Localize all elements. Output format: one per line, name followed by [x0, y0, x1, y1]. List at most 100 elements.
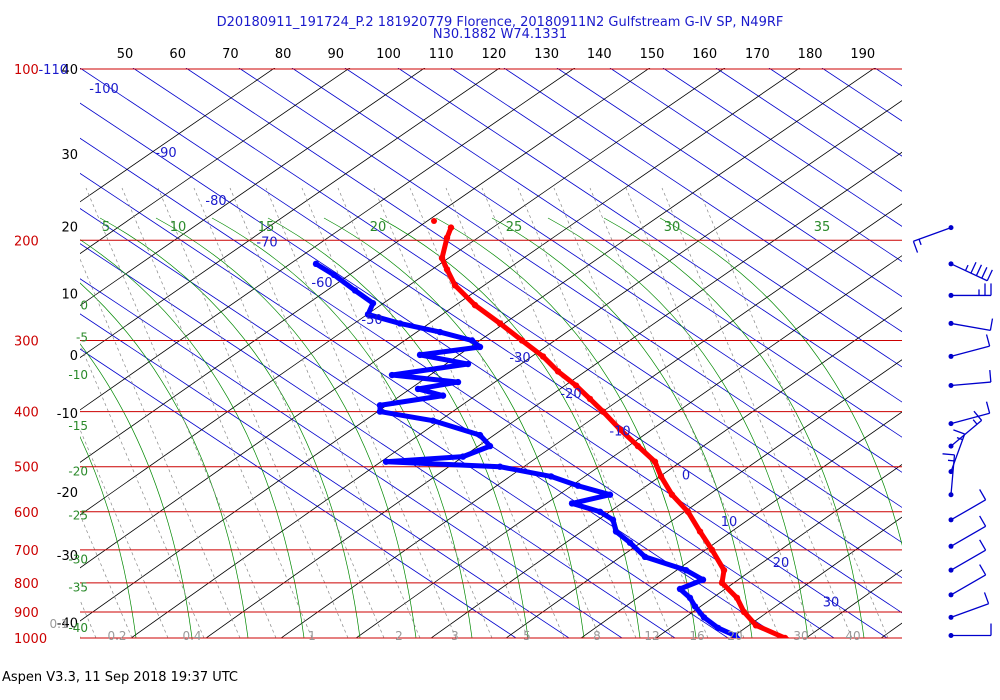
dewpoint-profile-point [626, 539, 634, 546]
wind-barb [948, 283, 992, 298]
moist-adiabat-label: 5 [102, 220, 110, 235]
top-axis-tick-label: 190 [850, 47, 875, 62]
dry-adiabat-line [205, 151, 902, 638]
isotherm-line [80, 68, 902, 614]
isotherm-line [80, 208, 729, 638]
isotherm-label: -80 [205, 194, 226, 209]
mixing-ratio-label: 20 [727, 629, 742, 643]
top-axis-tick-label: 80 [275, 47, 292, 62]
mixing-ratio-line [481, 187, 673, 638]
dry-adiabat-line [505, 359, 902, 638]
left-axis-tick-label: -30 [68, 552, 88, 566]
wind-barb [948, 623, 992, 639]
temperature-profile-point [752, 622, 760, 629]
moist-adiabat-label: 30 [664, 220, 681, 235]
left-axis-tick-label: 20 [61, 220, 78, 235]
moist-adiabat-line [323, 217, 585, 638]
pressure-tick-label: 1000 [14, 632, 47, 647]
wind-barb [948, 515, 987, 549]
wind-barb [948, 539, 987, 573]
isotherm-label: 10 [721, 515, 738, 530]
wind-barb [948, 592, 990, 620]
wind-barb [948, 489, 987, 523]
isotherm-line [132, 68, 902, 579]
isotherm-line [503, 68, 902, 333]
wind-barb [948, 564, 987, 598]
temperature-profile-point [518, 337, 526, 344]
dewpoint-profile-point [691, 603, 699, 610]
isotherm-line [291, 68, 902, 473]
dry-adiabat-line [130, 100, 902, 638]
left-axis-tick-label: -40 [68, 621, 88, 635]
top-axis-tick-label: 90 [328, 47, 345, 62]
dry-adiabat-line [80, 68, 726, 516]
moist-adiabat-label: 20 [370, 220, 387, 235]
temperature-profile-point [443, 234, 451, 242]
isotherm-line [238, 68, 902, 508]
dewpoint-profile-point [476, 343, 484, 351]
isotherm-line [80, 172, 782, 638]
dry-adiabat-line [80, 68, 501, 359]
temperature-profile-point [443, 266, 451, 273]
left-axis-tick-label: -40 [57, 617, 78, 632]
dry-adiabat-line [655, 464, 902, 638]
isotherm-line [981, 68, 1000, 638]
temperature-profile-point [668, 491, 676, 498]
wind-barb-staff [950, 525, 986, 547]
dewpoint-profile-point [731, 632, 739, 638]
isotherm-line [609, 68, 902, 263]
temperature-profile-point [781, 634, 789, 638]
wind-barb-flag [979, 515, 987, 527]
wind-barb-staff [950, 603, 989, 619]
dry-adiabat-line [80, 68, 651, 463]
isotherm-label: -100 [89, 82, 119, 97]
dewpoint-profile-point [388, 371, 396, 379]
temperature-profile-point [733, 594, 741, 602]
dry-adiabat-line [80, 68, 576, 411]
temperature-profile-line [439, 225, 790, 638]
pressure-tick-label: 800 [14, 577, 39, 592]
isotherm-label: 0 [682, 468, 690, 483]
wind-barb-staff [950, 412, 990, 425]
dewpoint-profile-point [676, 585, 684, 593]
dewpoint-profile-point [382, 458, 390, 465]
temperature-profile-point [447, 224, 455, 231]
footer-text: Aspen V3.3, 11 Sep 2018 19:37 UTC [2, 670, 239, 685]
dewpoint-profile-point [609, 516, 617, 524]
dewpoint-profile-point [476, 431, 484, 439]
isotherm-line [80, 348, 517, 638]
top-axis-tick-label: 120 [481, 47, 506, 62]
mixing-ratio-label: 0.2 [107, 629, 126, 643]
temperature-profile-point [651, 458, 659, 465]
left-axis-tick-label: -110 [38, 63, 68, 78]
wind-barb-staff [950, 419, 983, 447]
moist-adiabat-line [267, 217, 529, 638]
dewpoint-profile-point [714, 624, 722, 632]
left-axis-tick-label: -10 [57, 407, 78, 422]
left-axis-tick-label: -15 [68, 419, 88, 433]
isotherm-label: 20 [773, 556, 790, 571]
moist-adiabat-line [659, 217, 902, 546]
mixing-ratio-label: 8 [593, 629, 601, 643]
temperature-profile-point [471, 301, 479, 309]
moist-adiabat-line [491, 217, 753, 638]
temperature-profile-point [586, 395, 594, 403]
wind-barb [948, 410, 983, 449]
dewpoint-profile-point [454, 378, 462, 386]
wind-barb-flag [985, 401, 991, 414]
temperature-profile-point [634, 442, 642, 450]
dewpoint-profile-point [612, 528, 620, 535]
wind-barb-staff [913, 226, 952, 242]
dewpoint-profile-point [682, 566, 690, 574]
mixing-ratio-label: 12 [644, 629, 659, 643]
isotherm-label: -70 [256, 236, 277, 251]
wind-barb-flag [979, 564, 987, 576]
left-axis-tick-label: -20 [57, 486, 78, 501]
isobar-layer [80, 68, 902, 639]
wind-barb-flag [975, 264, 983, 276]
moist-adiabat-line [80, 343, 193, 638]
temperature-profile-point [496, 320, 504, 327]
moist-adiabat-line [99, 217, 361, 638]
mixing-ratio-line [157, 187, 349, 638]
